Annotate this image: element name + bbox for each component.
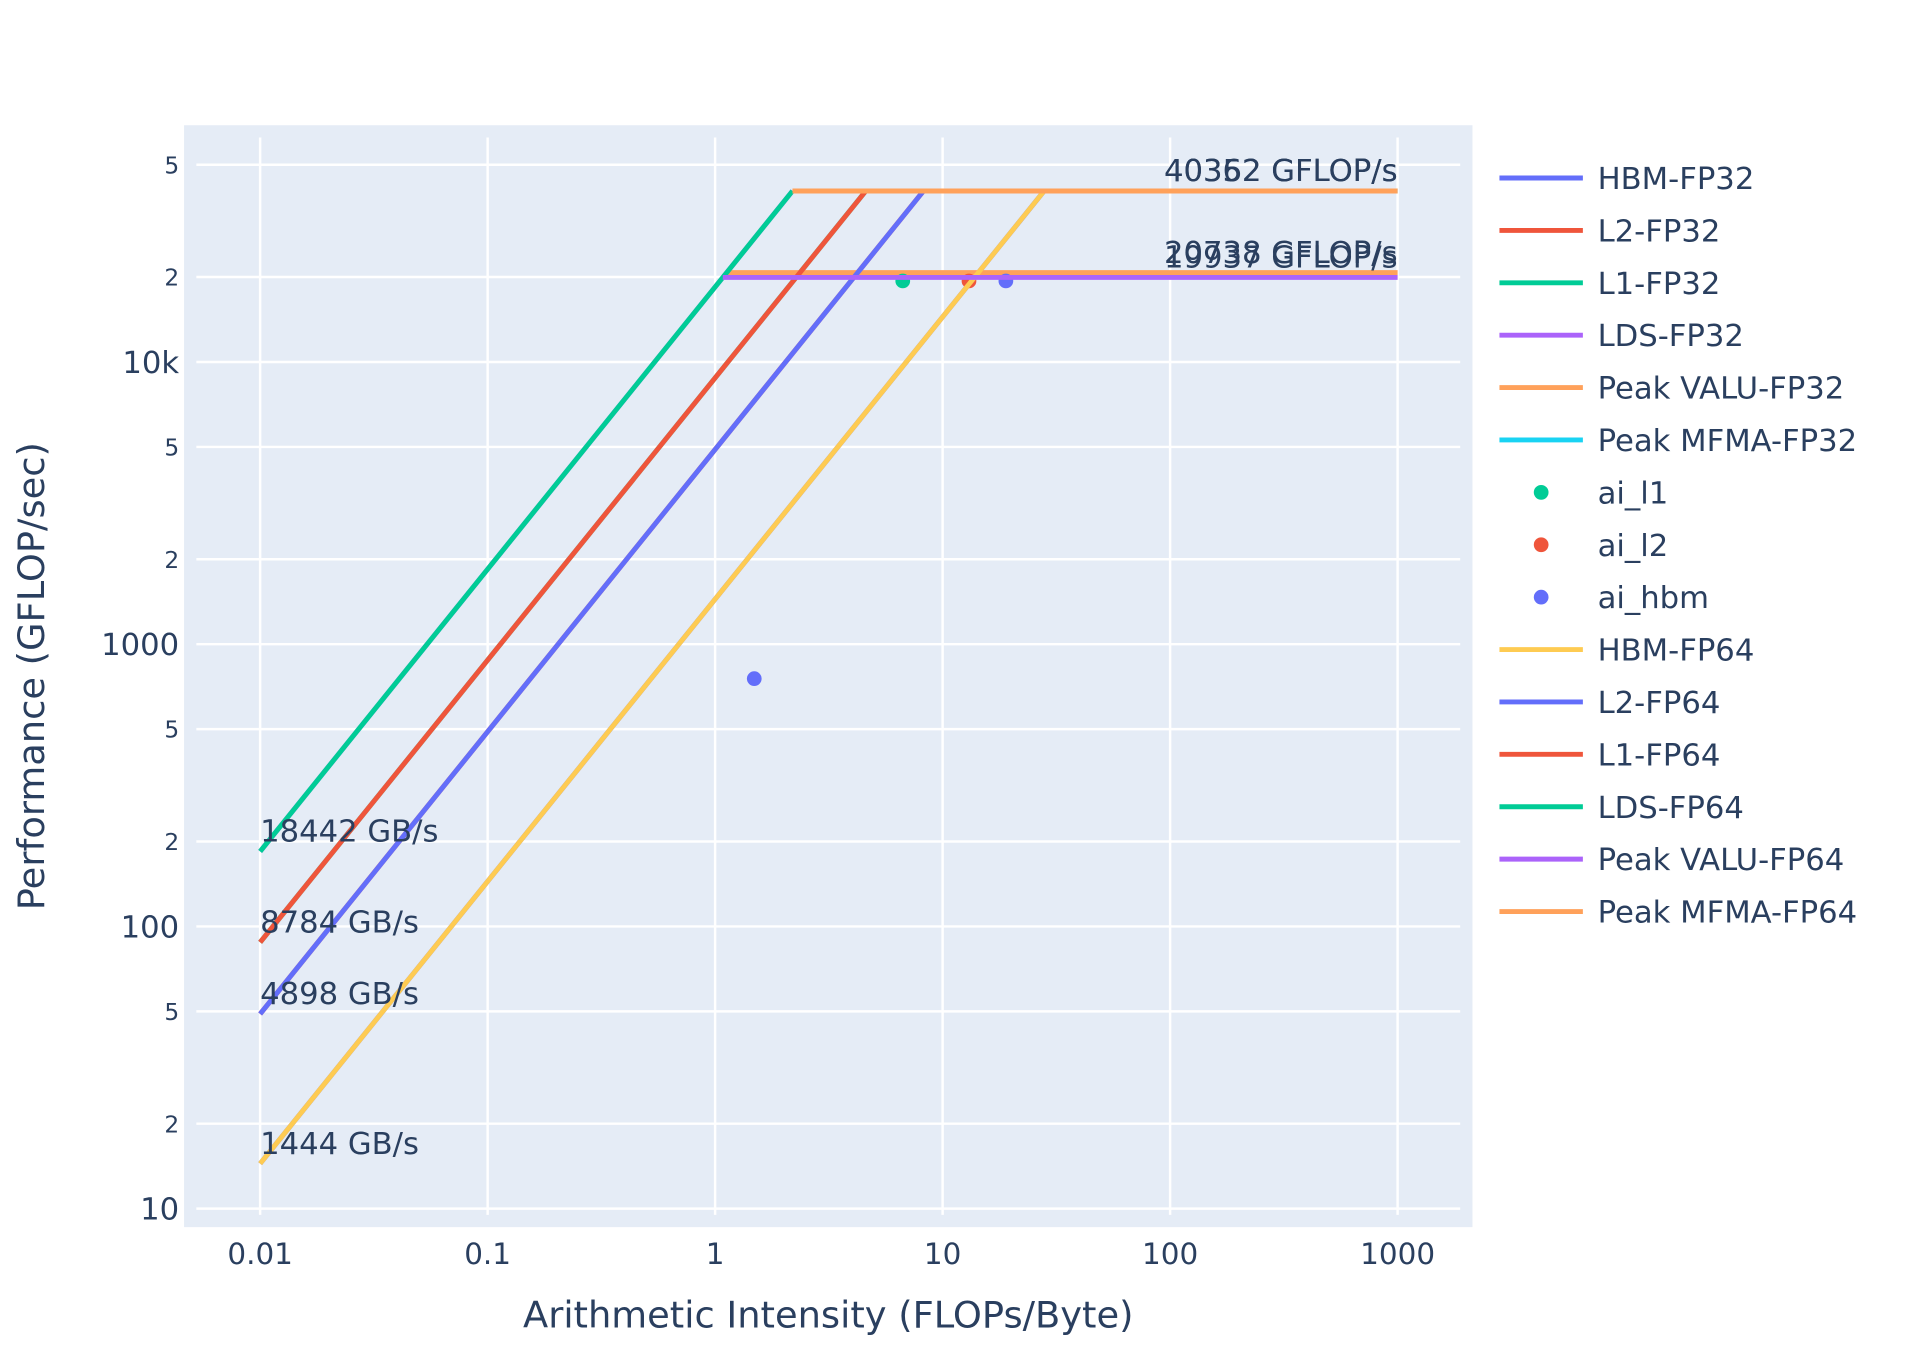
legend-label: LDS-FP64 bbox=[1598, 791, 1744, 826]
legend-marker bbox=[1533, 589, 1549, 605]
y-tick-label: 2 bbox=[164, 1111, 179, 1138]
legend-label: L2-FP64 bbox=[1598, 686, 1721, 721]
annotation: 40362 GFLOP/s bbox=[1164, 154, 1398, 189]
roofline bbox=[258, 189, 795, 853]
x-axis-title: Arithmetic Intensity (FLOPs/Byte) bbox=[523, 1294, 1133, 1337]
legend-label: HBM-FP64 bbox=[1598, 634, 1755, 669]
legend-label: Peak VALU-FP64 bbox=[1598, 843, 1845, 878]
legend-label: Peak VALU-FP32 bbox=[1598, 372, 1845, 407]
legend-label: ai_hbm bbox=[1598, 581, 1709, 616]
annotation: 19937 GFLOP/s bbox=[1164, 241, 1398, 276]
annotation: 8784 GB/s bbox=[260, 905, 419, 940]
x-tick-label: 1 bbox=[706, 1237, 725, 1271]
annotation: 1444 GB/s bbox=[260, 1127, 419, 1162]
y-tick-label: 10 bbox=[140, 1193, 179, 1228]
y-tick-label: 5 bbox=[164, 435, 179, 462]
y-tick-label: 5 bbox=[164, 152, 179, 179]
y-tick-label: 1000 bbox=[101, 628, 179, 663]
y-tick-label: 10k bbox=[122, 346, 179, 381]
roofline bbox=[258, 189, 868, 944]
y-tick-label: 2 bbox=[164, 829, 179, 856]
y-tick-label: 2 bbox=[164, 547, 179, 574]
x-tick-label: 0.1 bbox=[464, 1237, 511, 1271]
legend-label: LDS-FP32 bbox=[1598, 319, 1744, 354]
annotation: 4898 GB/s bbox=[260, 977, 419, 1012]
plot-background bbox=[184, 125, 1473, 1228]
y-tick-label: 2 bbox=[164, 265, 179, 292]
annotation: 40352 GFLOP/s bbox=[1164, 154, 1398, 189]
legend-label: Peak MFMA-FP64 bbox=[1598, 896, 1858, 931]
y-tick-label: 100 bbox=[121, 910, 180, 945]
roofline bbox=[258, 189, 926, 1016]
legend-label: HBM-FP32 bbox=[1598, 162, 1755, 197]
annotation: 20738 GFLOP/s bbox=[1164, 236, 1398, 271]
legend-label: L1-FP32 bbox=[1598, 267, 1721, 302]
marks bbox=[258, 188, 1398, 1166]
y-axis-title: Performance (GFLOP/sec) bbox=[10, 442, 53, 910]
y-tick-label: 5 bbox=[164, 717, 179, 744]
x-tick-label: 10 bbox=[924, 1237, 961, 1271]
legend-label: ai_l1 bbox=[1598, 476, 1669, 511]
legend-marker bbox=[1533, 485, 1549, 500]
legend: HBM-FP32 L2-FP32 L1-FP32 LDS-FP32 Peak VALU-… bbox=[1499, 162, 1857, 931]
legend-marker bbox=[1533, 537, 1549, 553]
legend-label: L2-FP32 bbox=[1598, 214, 1721, 249]
labels: 0.01 0.1 1 10 100 1000 10 2 5 100 2 5 1000 2 5 10k 2 5 184… bbox=[101, 152, 1435, 1271]
data-point bbox=[746, 671, 762, 687]
legend-label: L1-FP64 bbox=[1598, 738, 1721, 773]
x-tick-label: 100 bbox=[1142, 1237, 1198, 1271]
roofline bbox=[258, 189, 1047, 1166]
y-tick-label: 5 bbox=[164, 999, 179, 1026]
legend-label: ai_l2 bbox=[1598, 529, 1669, 564]
annotation: 18442 GB/s bbox=[260, 815, 438, 850]
x-tick-label: 1000 bbox=[1360, 1237, 1435, 1271]
legend-label: Peak MFMA-FP32 bbox=[1598, 424, 1858, 459]
x-tick-label: 0.01 bbox=[227, 1237, 293, 1271]
